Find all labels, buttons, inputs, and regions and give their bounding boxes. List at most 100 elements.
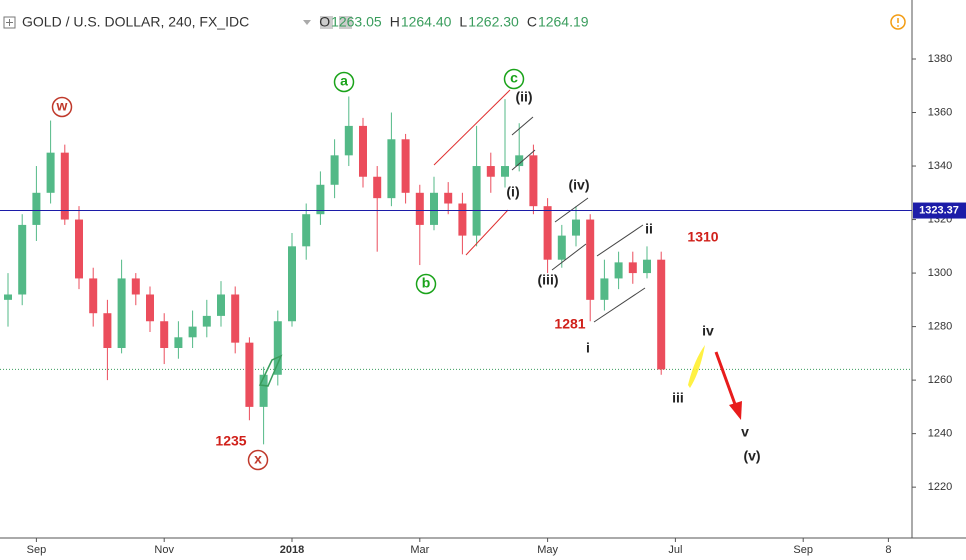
x-tick-label: Nov bbox=[154, 544, 174, 556]
candle-body bbox=[103, 313, 112, 349]
candle-body bbox=[60, 152, 69, 220]
candle-body bbox=[231, 294, 240, 343]
candle-body bbox=[643, 259, 651, 274]
channel-line bbox=[554, 197, 589, 223]
candle-body bbox=[259, 374, 268, 407]
y-tick-label: 1380 bbox=[928, 53, 952, 65]
chart-title: GOLD / U.S. DOLLAR, 240, FX_IDC bbox=[22, 14, 249, 30]
annotation: c bbox=[510, 70, 518, 86]
candle-body bbox=[202, 315, 211, 327]
candle-body bbox=[75, 219, 83, 279]
annotation: 1235 bbox=[215, 433, 246, 449]
annotation: w bbox=[56, 98, 68, 114]
y-tick-label: 1260 bbox=[928, 374, 952, 386]
candle-body bbox=[32, 192, 41, 225]
candle-body bbox=[515, 155, 524, 167]
annotation: v bbox=[741, 424, 749, 440]
y-tick-label: 1240 bbox=[928, 428, 952, 440]
candle-body bbox=[245, 342, 254, 407]
highlight-shape bbox=[688, 345, 705, 388]
channel-line bbox=[511, 149, 536, 171]
toggle-icon[interactable] bbox=[3, 16, 16, 29]
channel-line bbox=[596, 224, 644, 257]
plot-area bbox=[0, 96, 912, 445]
candle-body bbox=[273, 321, 282, 375]
projection-arrow bbox=[714, 351, 738, 408]
x-tick-label: 2018 bbox=[280, 544, 304, 556]
ohlc-value: 1264.40 bbox=[401, 14, 452, 30]
annotation: (ii) bbox=[515, 89, 532, 105]
candle-body bbox=[557, 235, 566, 260]
candle-body bbox=[401, 139, 410, 193]
highlight-shape bbox=[258, 354, 283, 387]
candle-body bbox=[131, 278, 140, 295]
ohlc-label: L bbox=[459, 14, 467, 30]
annotation: ii bbox=[645, 221, 653, 237]
ohlc-value: 1262.30 bbox=[468, 14, 519, 30]
candle-body bbox=[89, 278, 98, 314]
candle-body bbox=[188, 326, 197, 338]
candle-body bbox=[444, 192, 453, 204]
candle-body bbox=[628, 262, 637, 274]
candle-body bbox=[600, 278, 609, 300]
alert-icon-dot bbox=[897, 25, 899, 27]
candle-body bbox=[18, 224, 27, 295]
channel-line bbox=[511, 116, 534, 136]
candle-body bbox=[373, 176, 382, 199]
x-tick-label: Jul bbox=[668, 544, 682, 556]
annotation-circle bbox=[333, 71, 355, 93]
alert-icon[interactable] bbox=[890, 14, 906, 30]
annotation: 1281 bbox=[554, 316, 585, 332]
y-tick-label: 1220 bbox=[928, 481, 952, 493]
sub-channel bbox=[511, 116, 646, 323]
projection-arrow-head bbox=[729, 401, 742, 420]
candle-body bbox=[316, 184, 325, 215]
annotation: a bbox=[340, 73, 348, 89]
y-tick-label: 1340 bbox=[928, 160, 952, 172]
dropdown-icon[interactable] bbox=[303, 20, 311, 25]
x-tick-label: May bbox=[537, 544, 558, 556]
ohlc-label: O bbox=[319, 14, 330, 30]
annotation-circle bbox=[415, 273, 437, 295]
candle-body bbox=[217, 294, 225, 316]
candle-body bbox=[586, 219, 595, 300]
candle-body bbox=[387, 139, 396, 199]
candle-body bbox=[359, 125, 367, 177]
candle-body bbox=[160, 321, 169, 349]
candle-body bbox=[572, 219, 580, 236]
candle-body bbox=[4, 294, 12, 300]
y-tick-label: 1360 bbox=[928, 106, 952, 118]
trend-channel bbox=[433, 89, 511, 256]
price-label: 1323.37 bbox=[919, 204, 959, 216]
candle-body bbox=[415, 192, 424, 225]
x-tick-label: 8 bbox=[885, 544, 891, 556]
candle-body bbox=[330, 155, 339, 185]
annotation: b bbox=[422, 275, 431, 291]
annotation: iii bbox=[672, 390, 684, 406]
x-tick-label: Mar bbox=[410, 544, 429, 556]
ohlc-value: 1263.05 bbox=[331, 14, 382, 30]
candle-body bbox=[501, 166, 509, 177]
candle-body bbox=[543, 206, 552, 260]
eye-icon[interactable] bbox=[320, 16, 333, 29]
price-label-box bbox=[913, 202, 966, 219]
candle-body bbox=[657, 259, 666, 370]
x-tick-label: Sep bbox=[27, 544, 47, 556]
candle-body bbox=[344, 125, 353, 156]
y-tick-label: 1300 bbox=[928, 267, 952, 279]
candle-body bbox=[458, 203, 467, 236]
x-tick-label: Sep bbox=[793, 544, 813, 556]
candle-body bbox=[288, 246, 296, 322]
annotation: 1310 bbox=[687, 229, 718, 245]
candle-body bbox=[46, 152, 55, 193]
annotation-circle bbox=[503, 68, 525, 90]
settings-icon[interactable] bbox=[339, 16, 352, 29]
channel-line bbox=[433, 89, 511, 166]
candle-body bbox=[472, 166, 481, 236]
annotation: i bbox=[586, 340, 590, 356]
annotation: (i) bbox=[506, 184, 519, 200]
